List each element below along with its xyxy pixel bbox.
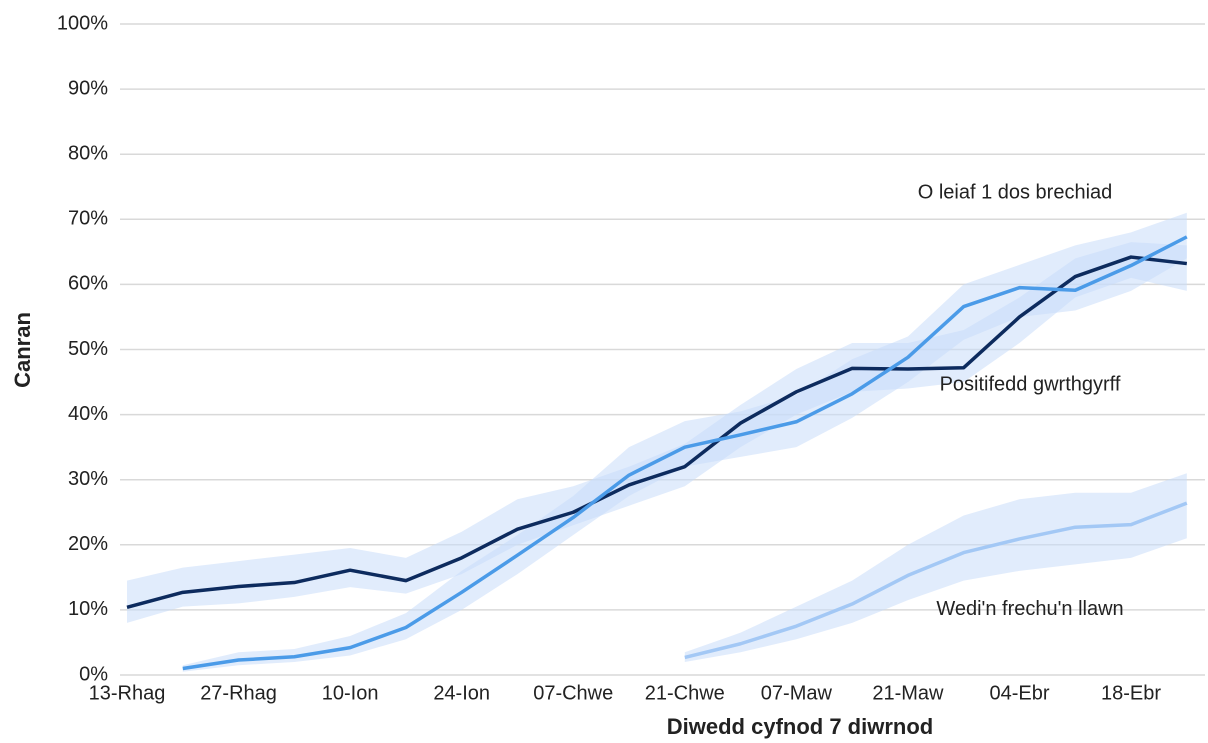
x-tick-label: 21-Chwe (645, 682, 725, 704)
lines (126, 235, 1188, 671)
y-tick-label: 60% (68, 273, 108, 295)
confidence-band (684, 473, 1187, 662)
y-tick-label: 10% (68, 598, 108, 620)
y-tick-label: 30% (68, 468, 108, 490)
x-axis-label: Diwedd cyfnod 7 diwrnod (667, 714, 933, 739)
x-tick-label: 07-Chwe (533, 682, 613, 704)
x-tick-label: 21-Maw (872, 682, 944, 704)
series-label: Positifedd gwrthgyrff (940, 374, 1121, 396)
y-tick-label: 50% (68, 338, 108, 360)
series-line (684, 501, 1188, 660)
series-label: O leiaf 1 dos brechiad (918, 182, 1113, 204)
x-tick-label: 24-Ion (433, 682, 490, 704)
confidence-band (182, 212, 1187, 672)
y-tick-label: 100% (57, 12, 108, 34)
x-tick-label: 04-Ebr (989, 682, 1049, 704)
series-line (182, 235, 1188, 671)
grid (120, 23, 1205, 676)
y-tick-label: 0% (79, 663, 108, 685)
y-tick-label: 20% (68, 533, 108, 555)
x-tick-label: 07-Maw (761, 682, 833, 704)
x-tick-label: 27-Rhag (200, 682, 277, 704)
x-tick-label: 10-Ion (322, 682, 379, 704)
series-label: Wedi'n frechu'n llawn (936, 598, 1123, 620)
y-tick-label: 70% (68, 208, 108, 230)
y-tick-label: 90% (68, 77, 108, 99)
x-tick-label: 18-Ebr (1101, 682, 1161, 704)
y-tick-label: 40% (68, 403, 108, 425)
series-line (126, 255, 1188, 609)
x-tick-label: 13-Rhag (89, 682, 166, 704)
y-tick-label: 80% (68, 142, 108, 164)
bands (127, 212, 1187, 672)
y-axis-label: Canran (10, 312, 35, 388)
